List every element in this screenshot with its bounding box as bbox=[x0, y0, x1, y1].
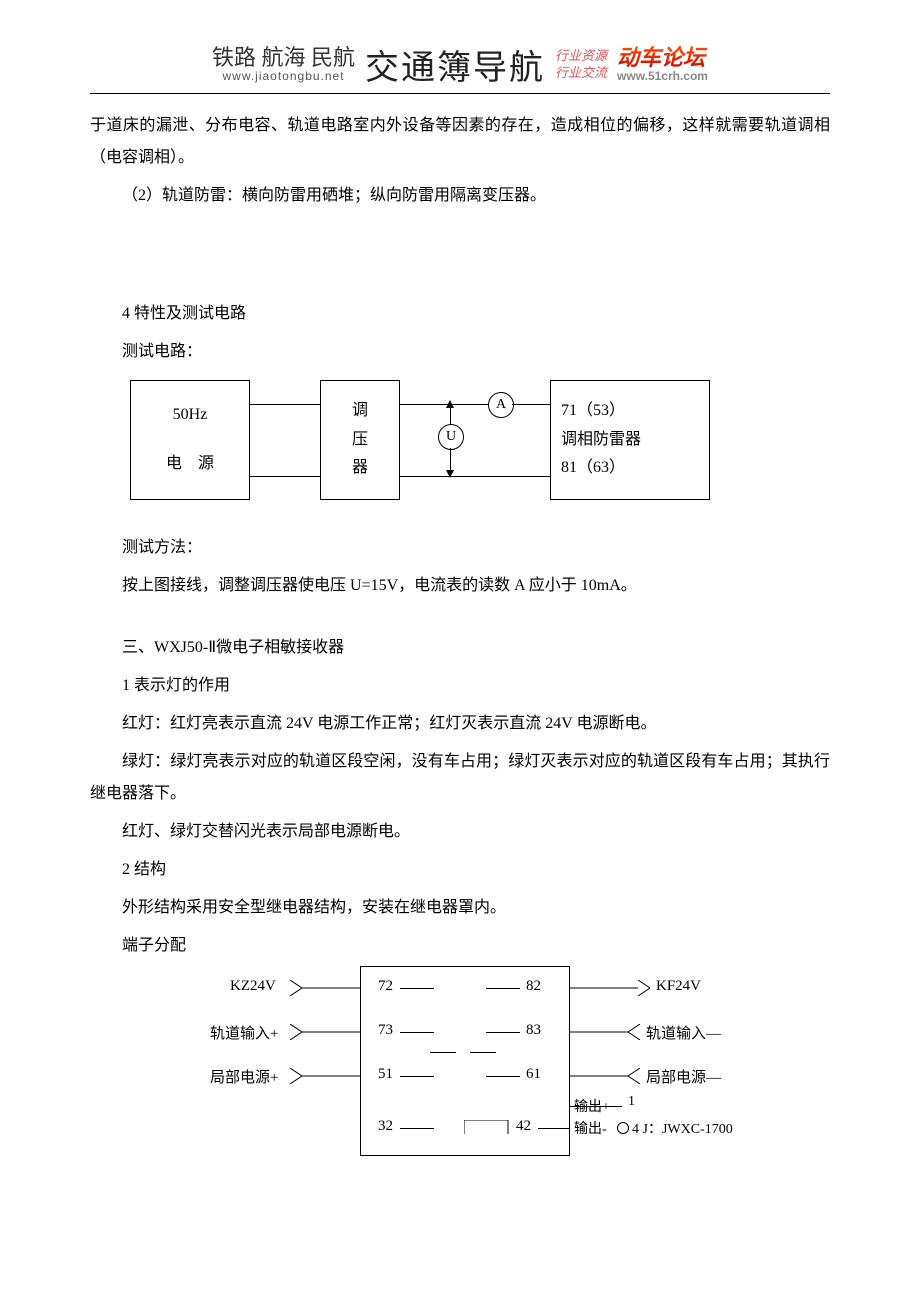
section4-title: 4 特性及测试电路 bbox=[90, 298, 830, 330]
dash-32 bbox=[400, 1128, 434, 1129]
port-right-1 bbox=[570, 980, 650, 996]
section3-alt: 红灯、绿灯交替闪光表示局部电源断电。 bbox=[90, 816, 830, 848]
box-50hz-power: 50Hz 电 源 bbox=[130, 380, 250, 500]
label-local-pwr-neg: 局部电源— bbox=[646, 1066, 721, 1087]
box-regulator: 调 压 器 bbox=[320, 380, 400, 500]
term-82: 82 bbox=[526, 978, 541, 995]
wire-b1b2-top bbox=[250, 404, 320, 405]
port-left-1 bbox=[290, 980, 360, 996]
term-73: 73 bbox=[378, 1022, 393, 1039]
wire-b2b3-bot bbox=[400, 476, 550, 477]
box-phase-arrester: 71（53） 调相防雷器 81（63） bbox=[550, 380, 710, 500]
test-circuit-label: 测试电路： bbox=[90, 336, 830, 368]
voltmeter: U bbox=[438, 424, 464, 450]
header-rail-sea-air: 铁路 航海 民航 bbox=[212, 46, 355, 70]
label-track-in-pos: 轨道输入+ bbox=[210, 1022, 278, 1043]
forum-logo: 动车论坛 www.51crh.com bbox=[617, 46, 708, 83]
forum-url: www.51crh.com bbox=[617, 70, 708, 83]
label-kf24v: KF24V bbox=[656, 978, 701, 995]
label-track-in-neg: 轨道输入— bbox=[646, 1022, 721, 1043]
port-left-3 bbox=[290, 1068, 360, 1084]
dash-61 bbox=[486, 1076, 520, 1077]
wire-b2A-left bbox=[400, 404, 488, 405]
wire-b1b2-bot bbox=[250, 476, 320, 477]
box2-line1: 调 bbox=[325, 397, 395, 426]
test-circuit-diagram: 50Hz 电 源 调 压 器 71（53） 调相防雷器 81（63） A U bbox=[130, 380, 750, 520]
header-left-block: 铁路 航海 民航 www.jiaotongbu.net bbox=[212, 46, 355, 83]
dash-72 bbox=[400, 988, 434, 989]
box3-line2: 调相防雷器 bbox=[561, 426, 705, 455]
section3-2-text: 外形结构采用安全型继电器结构，安装在继电器罩内。 bbox=[90, 892, 830, 924]
box3-line1: 71（53） bbox=[561, 397, 705, 426]
box1-line1: 50Hz bbox=[135, 401, 245, 430]
port-right-3 bbox=[570, 1068, 640, 1084]
out-minus-node bbox=[617, 1122, 629, 1134]
arrow-U-top bbox=[446, 400, 454, 408]
header-divider bbox=[90, 93, 830, 94]
terminal-diagram: KZ24V 72 82 KF24V 轨道输入+ 73 83 轨道输入— 局部电源… bbox=[180, 966, 740, 1166]
dash-83 bbox=[486, 1032, 520, 1033]
ammeter: A bbox=[488, 392, 514, 418]
label-relay: 4 J：JWXC-1700 bbox=[632, 1118, 733, 1138]
wire-out-plus bbox=[570, 1106, 622, 1107]
test-method-text: 按上图接线，调整调压器使电压 U=15V，电流表的读数 A 应小于 10mA。 bbox=[90, 570, 830, 602]
label-local-pwr-pos: 局部电源+ bbox=[210, 1066, 278, 1087]
dash-73 bbox=[400, 1032, 434, 1033]
header-nav-title: 交通簿导航 bbox=[365, 40, 545, 89]
terminal-42-bracket bbox=[464, 1120, 520, 1136]
section3-2-title: 2 结构 bbox=[90, 854, 830, 886]
box3-line3: 81（63） bbox=[561, 454, 705, 483]
pin-1: 1 bbox=[628, 1094, 635, 1110]
section3-title: 三、WXJ50-Ⅱ微电子相敏接收器 bbox=[90, 632, 830, 664]
port-left-2 bbox=[290, 1024, 360, 1040]
label-out-minus: 输出- bbox=[574, 1118, 607, 1138]
term-32: 32 bbox=[378, 1118, 393, 1135]
dash-mid-r bbox=[470, 1052, 496, 1053]
arrow-U-bot bbox=[446, 470, 454, 478]
box2-line2: 压 bbox=[325, 426, 395, 455]
paragraph-leakage: 于道床的漏泄、分布电容、轨道电路室内外设备等因素的存在，造成相位的偏移，这样就需… bbox=[90, 110, 830, 174]
wire-42-out bbox=[538, 1128, 570, 1129]
term-83: 83 bbox=[526, 1022, 541, 1039]
header-tags: 行业资源 行业交流 bbox=[555, 48, 607, 82]
term-51: 51 bbox=[378, 1066, 393, 1083]
box1-line2: 电 源 bbox=[135, 450, 245, 479]
test-method-label: 测试方法： bbox=[90, 532, 830, 564]
port-right-2 bbox=[570, 1024, 640, 1040]
header-url: www.jiaotongbu.net bbox=[212, 70, 355, 83]
meter-U-label: U bbox=[446, 429, 456, 445]
wire-Ab3-right bbox=[512, 404, 550, 405]
dash-51 bbox=[400, 1076, 434, 1077]
section3-1-title: 1 表示灯的作用 bbox=[90, 670, 830, 702]
term-42: 42 bbox=[516, 1118, 531, 1135]
section3-red: 红灯：红灯亮表示直流 24V 电源工作正常；红灯灭表示直流 24V 电源断电。 bbox=[90, 708, 830, 740]
meter-A-label: A bbox=[496, 397, 506, 413]
section3-green: 绿灯：绿灯亮表示对应的轨道区段空闲，没有车占用；绿灯灭表示对应的轨道区段有车占用… bbox=[90, 746, 830, 810]
terminal-allocation-title: 端子分配 bbox=[90, 930, 830, 962]
dash-82 bbox=[486, 988, 520, 989]
tag-exchange: 行业交流 bbox=[555, 65, 607, 82]
paragraph-lightning: （2）轨道防雷：横向防雷用硒堆；纵向防雷用隔离变压器。 bbox=[90, 180, 830, 212]
dash-mid-l bbox=[430, 1052, 456, 1053]
tag-resources: 行业资源 bbox=[555, 48, 607, 65]
forum-cn: 动车论坛 bbox=[617, 46, 708, 70]
label-kz24v: KZ24V bbox=[230, 978, 276, 995]
page-header: 铁路 航海 民航 www.jiaotongbu.net 交通簿导航 行业资源 行… bbox=[90, 40, 830, 89]
term-72: 72 bbox=[378, 978, 393, 995]
term-61: 61 bbox=[526, 1066, 541, 1083]
box2-line3: 器 bbox=[325, 454, 395, 483]
